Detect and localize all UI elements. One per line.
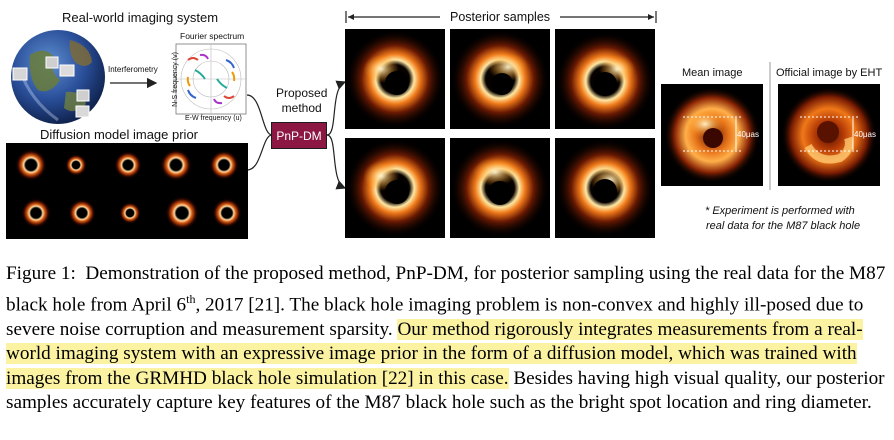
caption-label: Figure 1: xyxy=(6,263,76,284)
diffusion-prior-images xyxy=(6,143,248,239)
posterior-sample-6 xyxy=(555,138,655,238)
fourier-spectrum-plot xyxy=(176,44,246,114)
posterior-sample-1 xyxy=(345,29,445,129)
posterior-sample-2 xyxy=(450,29,550,129)
prior-samples-svg xyxy=(6,143,248,239)
bottom-sample-arrow xyxy=(327,135,345,188)
mean-image: 40μas xyxy=(661,84,763,186)
posterior-samples-label: Posterior samples xyxy=(450,10,550,24)
diffusion-prior-title: Diffusion model image prior xyxy=(40,127,198,142)
interferometry-label: Interferometry xyxy=(108,65,158,74)
proposed-method-line1: Proposed xyxy=(276,86,327,101)
official-image-label: Official image by EHT xyxy=(776,67,882,79)
top-sample-arrow xyxy=(327,82,345,135)
real-world-imaging-title: Real-world imaging system xyxy=(62,10,218,25)
prior-connector xyxy=(247,135,272,170)
posterior-sample-3 xyxy=(555,29,655,129)
figure-caption: Figure 1: Demonstration of the proposed … xyxy=(6,262,890,416)
official-scale-label: 40μas xyxy=(854,130,876,139)
posterior-sample-4 xyxy=(345,138,445,238)
proposed-method-label: Proposed method xyxy=(276,86,327,116)
note-line2: real data for the M87 black hole xyxy=(706,220,860,232)
posterior-sample-5 xyxy=(450,138,550,238)
pnp-dm-box: PnP-DM xyxy=(271,122,327,149)
ew-frequency-label: E-W frequency (u) xyxy=(185,115,242,122)
mean-scale-label: 40μas xyxy=(737,130,759,139)
official-eht-image: 40μas xyxy=(778,84,880,186)
mean-image-label: Mean image xyxy=(682,67,743,79)
ns-frequency-label: N-S frequency (v) xyxy=(172,52,179,107)
spectrum-connector xyxy=(247,95,272,135)
note-line1: * Experiment is performed with xyxy=(705,205,855,217)
fourier-spectrum-label: Fourier spectrum xyxy=(180,31,244,41)
proposed-method-line2: method xyxy=(276,101,327,116)
